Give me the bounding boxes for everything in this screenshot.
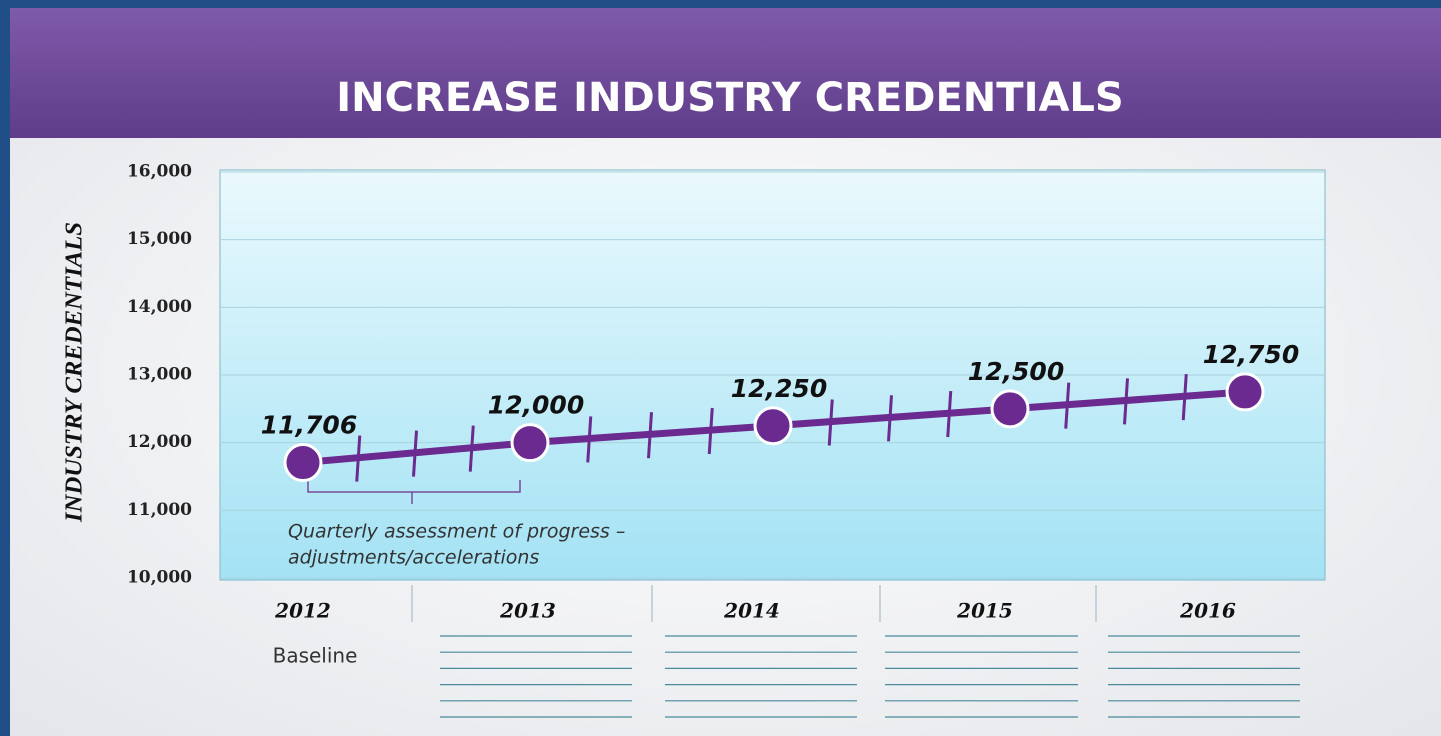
x-tick-label: 2012 bbox=[274, 599, 331, 623]
quarter-tick bbox=[1064, 382, 1071, 429]
brace bbox=[307, 480, 521, 504]
data-label: 11,706 bbox=[261, 411, 357, 440]
quarter-tick bbox=[827, 399, 834, 446]
annotation: Quarterly assessment of progress – bbox=[288, 521, 625, 543]
quarter-tick bbox=[1123, 378, 1129, 425]
quarter-tick bbox=[707, 407, 714, 455]
quarter-tick bbox=[355, 435, 362, 482]
quarter-tick bbox=[946, 390, 953, 438]
data-point bbox=[283, 443, 323, 483]
quarter-tick bbox=[887, 395, 893, 442]
y-tick-label: 15,000 bbox=[127, 229, 192, 249]
quarter-tick bbox=[412, 430, 418, 477]
data-label: 12,500 bbox=[968, 357, 1064, 386]
data-point bbox=[510, 423, 550, 463]
data-label: 12,250 bbox=[731, 374, 827, 403]
quarter-tick bbox=[586, 416, 593, 463]
data-label: 12,750 bbox=[1203, 340, 1299, 369]
quarter-tick bbox=[647, 412, 653, 459]
x-tick-label: 2013 bbox=[499, 599, 556, 623]
x-tick-label: 2015 bbox=[956, 599, 1013, 623]
y-axis-label: INDUSTRY CREDENTIALS bbox=[62, 222, 88, 523]
header-band bbox=[10, 8, 1441, 138]
y-tick-label: 12,000 bbox=[127, 432, 192, 452]
data-point bbox=[753, 406, 793, 446]
baseline-label: Baseline bbox=[273, 644, 358, 668]
y-tick-label: 14,000 bbox=[127, 297, 192, 317]
y-tick-label: 16,000 bbox=[127, 162, 192, 182]
data-point bbox=[990, 389, 1030, 429]
quarter-tick bbox=[1181, 374, 1188, 421]
chart-title: INCREASE INDUSTRY CREDENTIALS bbox=[336, 75, 1123, 121]
x-tick-label: 2016 bbox=[1179, 599, 1236, 623]
y-tick-label: 13,000 bbox=[127, 365, 192, 385]
x-tick-label: 2014 bbox=[723, 599, 780, 623]
data-label: 12,000 bbox=[488, 391, 584, 420]
column-dividers bbox=[411, 585, 1097, 622]
data-point bbox=[1225, 372, 1265, 412]
y-tick-label: 11,000 bbox=[127, 500, 192, 520]
table-rules bbox=[440, 635, 1300, 718]
quarter-tick bbox=[468, 425, 475, 472]
annotation: adjustments/accelerations bbox=[288, 547, 539, 569]
y-tick-label: 10,000 bbox=[127, 568, 192, 588]
